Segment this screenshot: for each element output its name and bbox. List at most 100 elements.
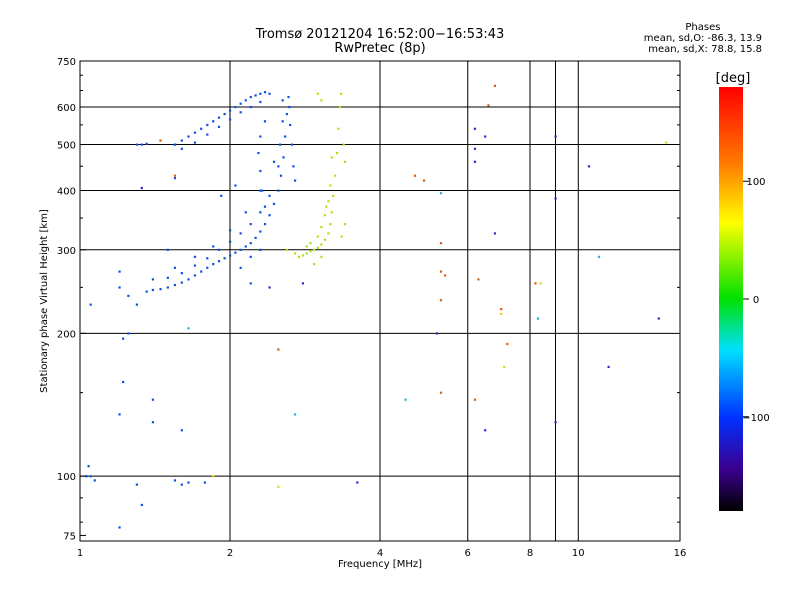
data-point	[229, 118, 232, 121]
data-point	[166, 248, 169, 251]
data-point	[229, 240, 232, 243]
data-point	[239, 266, 242, 269]
data-point	[288, 105, 291, 109]
data-point	[607, 365, 610, 369]
data-point	[212, 263, 215, 266]
data-point	[259, 189, 262, 192]
data-point	[249, 95, 252, 99]
data-point	[187, 327, 190, 330]
data-point	[277, 189, 280, 192]
data-point	[203, 481, 206, 484]
data-point	[422, 179, 426, 182]
data-point	[244, 211, 247, 214]
data-point	[249, 282, 252, 285]
data-point	[279, 174, 283, 177]
data-point	[239, 232, 242, 235]
data-point	[277, 348, 280, 351]
data-point	[193, 274, 197, 277]
chart-title-line1: Tromsø 20121204 16:52:00−16:53:43	[255, 27, 505, 42]
data-point	[320, 99, 323, 102]
data-point	[127, 294, 130, 297]
data-point	[259, 169, 262, 173]
y-tick-label: 300	[57, 246, 76, 257]
data-point	[140, 186, 143, 190]
data-point	[173, 143, 177, 146]
data-point	[249, 242, 252, 245]
data-point	[435, 332, 438, 335]
data-point	[342, 143, 345, 146]
data-point	[404, 398, 407, 401]
data-point	[477, 278, 480, 281]
data-point	[193, 255, 197, 258]
data-point	[493, 232, 497, 235]
chart-title-line2: RwPretec (8p)	[334, 41, 426, 56]
y-tick-label: 75	[63, 531, 76, 542]
data-point	[229, 254, 232, 257]
data-point	[493, 84, 497, 87]
x-tick-label: 16	[674, 548, 687, 559]
data-point	[356, 481, 359, 484]
data-point	[665, 141, 668, 144]
data-point	[268, 286, 271, 289]
data-point	[309, 250, 312, 253]
data-point	[272, 202, 276, 206]
data-point	[145, 290, 148, 293]
data-point	[239, 102, 242, 105]
data-point	[140, 143, 143, 146]
phase-stats: Phases mean, sd,O: -86.3, 13.9 mean, sd,…	[644, 22, 762, 55]
data-point	[206, 133, 209, 136]
data-point	[85, 475, 88, 478]
data-point	[439, 242, 443, 245]
y-axis-ticks: 75 100 200 300 400 500 600 750	[57, 57, 680, 542]
data-point	[217, 116, 221, 119]
data-point	[180, 139, 183, 142]
data-point	[343, 160, 347, 163]
data-point	[151, 398, 155, 401]
data-point	[305, 252, 308, 255]
data-point	[193, 141, 197, 144]
data-point	[166, 286, 169, 289]
data-point	[206, 266, 209, 269]
data-point	[89, 303, 92, 306]
data-point	[484, 429, 487, 432]
data-point	[217, 248, 221, 251]
data-point	[316, 92, 319, 95]
data-point	[145, 142, 148, 145]
data-point	[151, 421, 155, 424]
data-point	[159, 139, 162, 142]
data-point	[554, 197, 557, 200]
data-point	[293, 252, 297, 255]
data-point	[217, 260, 221, 263]
data-point	[229, 229, 232, 232]
data-point	[285, 248, 288, 251]
data-point	[297, 255, 301, 258]
data-point	[439, 391, 443, 394]
data-point	[338, 105, 341, 109]
data-point	[539, 282, 542, 285]
data-point	[534, 282, 537, 285]
data-point	[439, 192, 443, 195]
data-point	[268, 194, 271, 197]
x-tick-label: 2	[227, 548, 233, 559]
data-point	[413, 174, 417, 177]
data-point	[180, 429, 183, 432]
data-point	[261, 189, 264, 192]
plot-frame	[79, 60, 681, 542]
x-tick-label: 8	[527, 548, 533, 559]
data-point	[166, 276, 169, 279]
data-point	[473, 160, 477, 163]
colorbar-tick-label: 0	[753, 295, 759, 306]
data-point	[212, 475, 215, 478]
colorbar-tick-label: 100	[746, 177, 765, 188]
data-point	[287, 95, 290, 99]
data-point	[254, 236, 257, 239]
data-point	[281, 120, 284, 123]
data-point	[223, 112, 226, 116]
data-point	[187, 135, 190, 138]
data-point	[334, 174, 337, 177]
data-point	[323, 238, 327, 241]
data-point	[135, 303, 138, 306]
data-point	[301, 254, 305, 257]
data-point	[135, 143, 138, 146]
data-point	[292, 165, 295, 168]
